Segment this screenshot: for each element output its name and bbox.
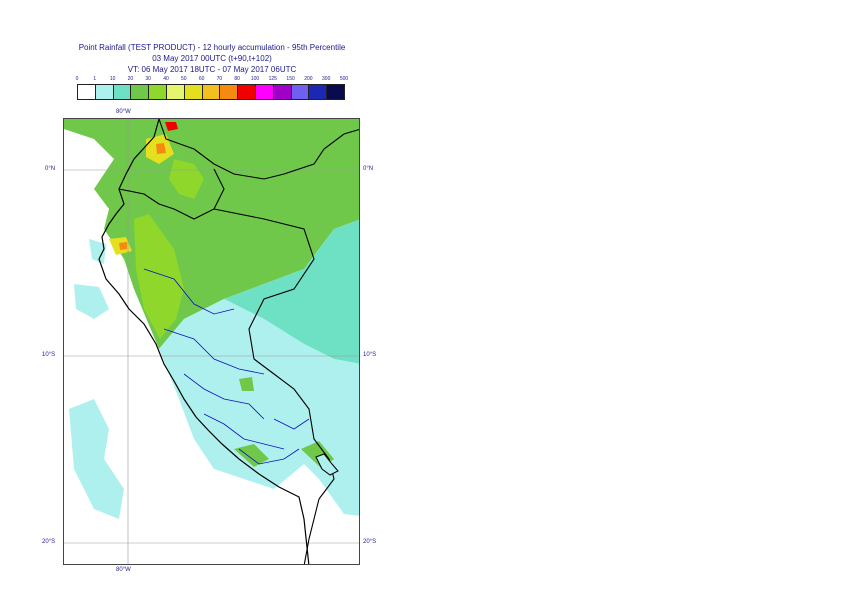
- legend-swatch: [112, 84, 132, 100]
- ocean-rain-patch: [74, 284, 109, 319]
- legend-tick-label: 300: [322, 76, 331, 82]
- land-green-area: [64, 119, 359, 349]
- legend-tick-label: 0: [75, 76, 79, 82]
- legend-tick-label: 125: [268, 76, 277, 82]
- legend-swatch: [326, 84, 345, 100]
- lat-label-left-20s: 20°S: [42, 539, 56, 545]
- hotspot-red: [165, 122, 178, 131]
- legend-swatch: [148, 84, 167, 100]
- lake-titicaca: [315, 453, 339, 476]
- legend-swatch: [219, 84, 239, 100]
- valid-time: VT: 06 May 2017 18UTC - 07 May 2017 06UT…: [127, 65, 297, 74]
- ocean-rain-patch: [89, 239, 106, 264]
- legend-swatch: [94, 84, 114, 100]
- legend-tick-label: 30: [145, 76, 151, 82]
- region-line: [163, 328, 265, 375]
- legend-tick-label: 200: [304, 76, 313, 82]
- legend-swatch: [183, 84, 203, 100]
- land-teal-area: [224, 219, 359, 364]
- andes-rain-band: [169, 159, 204, 199]
- south-rain-patch: [234, 444, 269, 467]
- map-frame: [63, 118, 360, 565]
- hotspot-orange: [119, 242, 127, 250]
- hotspot-orange: [156, 143, 166, 154]
- legend-tick-label: 1: [93, 76, 97, 82]
- coastline: [98, 119, 310, 564]
- region-line: [143, 268, 235, 315]
- lon-label-top: 80°W: [116, 109, 131, 115]
- land-cyan-area: [159, 299, 359, 516]
- rainfall-shading: [64, 119, 359, 519]
- region-line: [183, 373, 265, 420]
- legend-tick-label: 40: [163, 76, 169, 82]
- legend-swatch: [255, 84, 274, 100]
- ocean-rain-patch: [69, 399, 124, 519]
- legend-tick-label: 50: [181, 76, 187, 82]
- south-rain-patch: [239, 377, 254, 391]
- legend-swatch: [272, 84, 292, 100]
- legend-tick-label: 60: [198, 76, 205, 82]
- legend-tick-label: 10: [109, 76, 116, 82]
- region-line: [203, 413, 285, 450]
- region-line: [238, 448, 300, 465]
- legend-tick-label: 20: [127, 76, 134, 82]
- legend-swatch: [308, 84, 328, 100]
- andes-rain-band: [134, 214, 184, 339]
- region-line: [273, 418, 310, 430]
- lat-label-right-0: 0°N: [363, 166, 374, 172]
- lat-label-right-20s: 20°S: [363, 539, 377, 545]
- legend-swatch: [166, 84, 185, 100]
- legend-tick-label: 100: [250, 76, 260, 82]
- legend-swatch: [130, 84, 150, 100]
- legend-swatch: [237, 84, 256, 100]
- border-bolivia: [303, 498, 320, 564]
- country-borders: [118, 119, 359, 564]
- lon-label-bottom: 80°W: [116, 567, 131, 573]
- border-peru-brazil: [213, 208, 335, 500]
- legend-tick-label: 80: [234, 76, 240, 82]
- rainfall-map: [64, 119, 359, 564]
- legend-tick-label: 70: [216, 76, 223, 82]
- legend-tick-label: 500: [339, 76, 349, 82]
- legend-tick-label: 150: [286, 76, 295, 82]
- run-info: 03 May 2017 00UTC (t+90,t+102): [152, 54, 272, 63]
- legend-swatch: [77, 84, 96, 100]
- legend-swatch: [201, 84, 221, 100]
- lat-label-right-10s: 10°S: [363, 352, 377, 358]
- regional-boundaries: [143, 268, 310, 465]
- border-ecuador-peru: [118, 168, 225, 220]
- legend-swatch: [290, 84, 310, 100]
- border-colombia-ecuador: [158, 119, 359, 180]
- lat-label-left-10s: 10°S: [42, 352, 56, 358]
- lat-label-left-0: 0°N: [45, 166, 56, 172]
- chart-title: Point Rainfall (TEST PRODUCT) - 12 hourl…: [78, 43, 346, 52]
- graticule: [64, 119, 359, 564]
